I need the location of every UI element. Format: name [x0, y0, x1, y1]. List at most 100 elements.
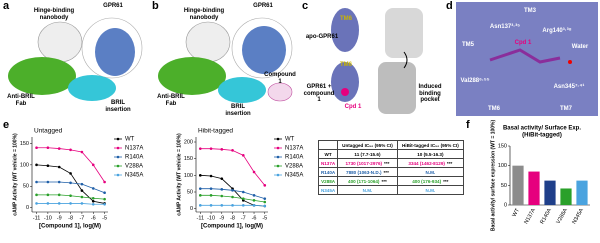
label: Cpd 1 — [344, 104, 362, 110]
data-point — [103, 191, 106, 195]
data-point — [241, 197, 245, 200]
data-point — [103, 180, 106, 184]
ic50-value: 11 (7.7-15.6) — [354, 151, 381, 157]
header-row: Untagged IC₅₀ (95% CI) HiBit-tagged IC₅₀ … — [317, 140, 465, 150]
bar — [544, 180, 556, 205]
ic50-value: 400 (171-1064) — [348, 178, 380, 184]
x-tick-label: R140A — [539, 207, 553, 225]
ic50-cell: 7880 (1063-N.D.) *** — [337, 167, 398, 177]
x-tick-label: V288A — [556, 207, 570, 225]
label: TM6 — [340, 62, 352, 68]
data-point — [80, 150, 84, 154]
nanobody-shape — [185, 21, 231, 63]
data-point — [57, 165, 61, 169]
ic50-cell: 1730 (1017-2976) *** — [337, 158, 398, 168]
data-point — [209, 194, 213, 197]
cpd-sticks — [489, 48, 561, 64]
data-point — [57, 180, 61, 184]
fab-shape — [158, 57, 226, 95]
x-tick-label: -6 — [252, 215, 257, 221]
label: Cpd 1 — [514, 40, 532, 46]
x-tick-label: -10 — [207, 215, 215, 221]
chart-title: (HiBit-tagged) — [522, 133, 562, 139]
label: Asn137³·³⁵ — [489, 24, 521, 30]
data-point — [103, 197, 106, 201]
legend-label: R140A — [125, 155, 143, 161]
ic50-cell: 10 (5.5-16.3) — [396, 149, 465, 159]
cpd-marker — [341, 88, 349, 96]
ic50-value: 10 (5.5-16.3) — [417, 151, 444, 157]
data-point — [80, 182, 84, 186]
ic50-value: N.M. — [362, 187, 373, 193]
label: TM6 — [488, 106, 500, 112]
y-tick-label: 0 — [190, 206, 193, 212]
data-point — [91, 163, 95, 167]
data-point — [69, 148, 72, 152]
header-cell: HiBit-tagged IC₅₀ (95% CI) — [396, 140, 465, 150]
x-tick-label: N345A — [571, 207, 585, 225]
data-point — [69, 194, 72, 198]
data-point — [69, 172, 72, 175]
arrow — [403, 51, 408, 69]
data-point — [231, 149, 234, 152]
row-name: V288A — [317, 176, 339, 186]
data-point — [263, 204, 267, 208]
label: Compound 1 — [264, 72, 296, 85]
ic50-cell: 400 (176-934) *** — [396, 176, 465, 186]
label: GPR61 + compound 1 — [303, 84, 335, 103]
data-point — [35, 163, 38, 167]
significance: *** — [446, 160, 453, 166]
legend-label: WT — [285, 137, 295, 143]
y-tick-label: 50 — [187, 189, 193, 195]
x-axis-label: [Compound 1], log(M) — [201, 224, 263, 230]
significance: *** — [384, 160, 390, 166]
label: Val288⁶·⁵⁵ — [460, 78, 490, 84]
data-point — [252, 194, 256, 197]
fab-shape — [8, 57, 76, 95]
legend-marker — [116, 173, 120, 177]
corner-cell — [317, 140, 339, 150]
pocket-background — [456, 2, 598, 116]
label: BRIL insertion — [105, 100, 131, 113]
y-axis-label: cAMP Activity (WT vehicle = 100%) — [176, 133, 182, 216]
data-point — [46, 193, 50, 197]
row-name: N137A — [317, 158, 339, 168]
y-tick-label: 0 — [26, 205, 29, 211]
label: Induced binding pocket — [418, 84, 442, 103]
y-tick-label: 150 — [184, 156, 193, 162]
x-tick-label: WT — [512, 207, 522, 218]
data-point — [69, 202, 72, 205]
data-point — [198, 174, 202, 177]
label: BRIL insertion — [225, 104, 251, 117]
legend-marker — [116, 137, 120, 141]
table-row: WT 11 (7.7-15.6) 10 (5.5-16.3) — [317, 149, 465, 159]
legend-marker — [116, 146, 120, 150]
table-row: N137A 1730 (1017-2976) *** 3344 (1462-8129)… — [317, 158, 465, 168]
label: Hinge-binding nanobody — [33, 8, 75, 21]
data-point — [220, 204, 224, 207]
x-tick-label: -9 — [219, 215, 224, 221]
data-point — [220, 188, 224, 191]
data-point — [46, 180, 50, 184]
label: Asn345⁷·⁴¹ — [553, 84, 585, 90]
data-point — [35, 202, 38, 205]
bar — [560, 188, 572, 205]
label: Anti-BRIL Fab — [7, 94, 35, 107]
data-point — [46, 202, 50, 205]
compound-density — [267, 82, 293, 102]
data-point — [263, 200, 267, 204]
ic50-table: Untagged IC₅₀ (95% CI) HiBit-tagged IC₅₀ … — [317, 140, 465, 195]
x-axis-label: [Compound 1], log(M) — [39, 224, 101, 230]
label: Arg140³·³⁸ — [542, 28, 572, 34]
apo-structure — [331, 8, 359, 52]
data-point — [57, 202, 61, 205]
table-row: N345A N.M. N.M. — [317, 185, 465, 195]
table-row: R140A 7880 (1063-N.D.) *** N.M. — [317, 167, 465, 177]
data-point — [241, 204, 245, 207]
label: Water — [571, 44, 589, 50]
legend-marker — [276, 173, 280, 177]
row-name: R140A — [317, 167, 339, 177]
chart-title: Untagged — [34, 128, 63, 135]
panel-letter: a — [3, 0, 10, 12]
y-tick-label: 0 — [504, 202, 507, 208]
